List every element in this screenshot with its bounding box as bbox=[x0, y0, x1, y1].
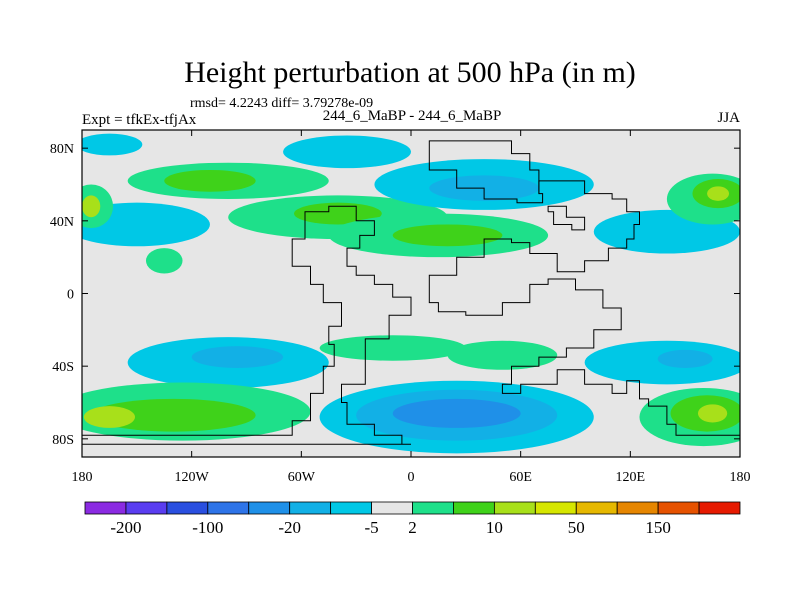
colorbar: -200 -100 -20 -5 2 10 50 150 bbox=[84, 501, 741, 537]
anomaly-region-green bbox=[91, 398, 256, 432]
anomaly-region-lime bbox=[83, 406, 136, 428]
left-label: Expt = tfkEx-tfjAx bbox=[82, 112, 197, 128]
colorbar-swatch bbox=[371, 501, 413, 515]
continent-outlines bbox=[82, 140, 740, 445]
x-tick-label: 60E bbox=[509, 470, 532, 485]
outline-island bbox=[547, 205, 586, 231]
plot-area bbox=[81, 129, 741, 458]
colorbar-swatch bbox=[125, 501, 168, 515]
center-label: 244_6_MaBP - 244_6_MaBP bbox=[323, 108, 502, 124]
anomaly-region-cyan bbox=[283, 135, 411, 169]
x-tick-label: 180 bbox=[72, 470, 93, 485]
anomaly-region-green bbox=[294, 202, 382, 225]
anomaly-region-teal bbox=[447, 340, 558, 370]
chart-title: Height perturbation at 500 hPa (in m) bbox=[184, 56, 636, 89]
outline-greenland bbox=[428, 140, 544, 204]
anomaly-region-cyan bbox=[82, 202, 210, 247]
colorbar-label: 50 bbox=[568, 518, 585, 537]
anomaly-regions bbox=[82, 133, 740, 454]
y-tick-label: 40S bbox=[52, 360, 74, 375]
right-label: JJA bbox=[717, 110, 740, 126]
colorbar-label: 2 bbox=[408, 518, 417, 537]
colorbar-swatch bbox=[412, 501, 454, 515]
y-tick-label: 80N bbox=[50, 142, 74, 157]
colorbar-swatch bbox=[657, 501, 700, 515]
colorbar-swatch bbox=[575, 501, 618, 515]
y-axis: 80N 40N 0 40S 80S bbox=[50, 142, 740, 448]
x-tick-label: 60W bbox=[288, 470, 316, 485]
y-tick-label: 40N bbox=[50, 215, 74, 230]
colorbar-swatch bbox=[330, 501, 372, 515]
chart-subtitle: rmsd= 4.2243 diff= 3.79278e-09 bbox=[190, 96, 373, 111]
colorbar-swatch bbox=[493, 501, 536, 515]
x-tick-label: 120E bbox=[616, 470, 646, 485]
anomaly-region-teal bbox=[319, 335, 466, 361]
anomaly-region-cyan bbox=[82, 133, 143, 156]
colorbar-label: -5 bbox=[364, 518, 378, 537]
colorbar-label: -200 bbox=[110, 518, 141, 537]
anomaly-region-lime bbox=[707, 186, 730, 201]
colorbar-swatch bbox=[453, 501, 495, 515]
y-tick-label: 80S bbox=[52, 433, 74, 448]
anomaly-region-green bbox=[164, 169, 256, 192]
colorbar-swatch bbox=[166, 501, 209, 515]
colorbar-swatch bbox=[289, 501, 332, 515]
colorbar-swatch bbox=[207, 501, 250, 515]
colorbar-swatch bbox=[534, 501, 577, 515]
x-tick-label: 180 bbox=[730, 470, 751, 485]
colorbar-swatch bbox=[248, 501, 291, 515]
y-tick-label: 0 bbox=[67, 288, 74, 303]
colorbar-swatch bbox=[84, 501, 127, 515]
x-tick-label: 120W bbox=[175, 470, 210, 485]
colorbar-swatch bbox=[616, 501, 659, 515]
colorbar-label: -100 bbox=[192, 518, 223, 537]
anomaly-region-mid_blue bbox=[392, 398, 521, 428]
anomaly-region-lime bbox=[697, 404, 728, 423]
outline-eurasia bbox=[428, 180, 740, 436]
anomaly-region-lime bbox=[82, 195, 101, 218]
anomaly-region-teal bbox=[145, 248, 183, 274]
colorbar-label: 150 bbox=[645, 518, 671, 537]
anomaly-region-light_blue bbox=[191, 346, 284, 368]
x-axis: 180 120W 60W 0 60E 120E 180 bbox=[72, 130, 751, 485]
anomaly-region-light_blue bbox=[657, 349, 713, 368]
colorbar-label: -20 bbox=[278, 518, 301, 537]
colorbar-swatch bbox=[698, 501, 741, 515]
colorbar-label: 10 bbox=[486, 518, 503, 537]
anomaly-region-green bbox=[392, 224, 503, 247]
outline-americas bbox=[82, 205, 412, 445]
x-tick-label: 0 bbox=[408, 470, 415, 485]
